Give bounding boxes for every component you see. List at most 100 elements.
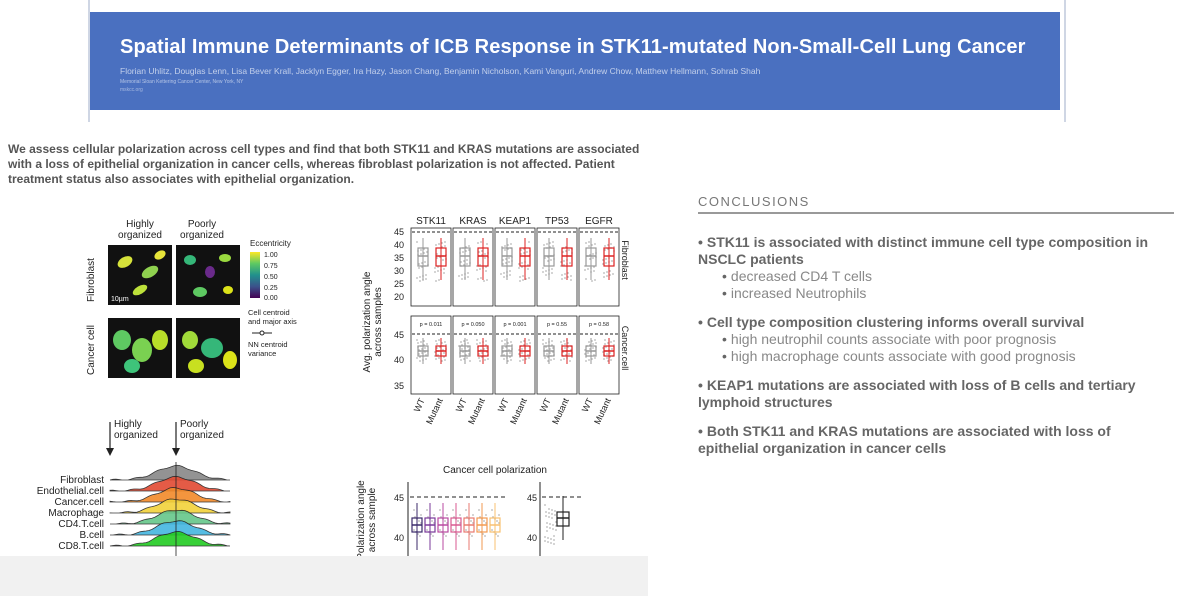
conclusion-text: Both STK11 and KRAS mutations are associ… bbox=[698, 423, 1111, 456]
data-point bbox=[592, 347, 594, 349]
data-point bbox=[413, 529, 415, 531]
data-point bbox=[594, 279, 596, 281]
data-point bbox=[484, 253, 486, 255]
data-point bbox=[546, 353, 548, 355]
data-point bbox=[526, 343, 528, 345]
box bbox=[519, 247, 531, 267]
data-point bbox=[561, 278, 563, 280]
data-point bbox=[480, 277, 482, 279]
data-point bbox=[461, 274, 463, 276]
data-point bbox=[432, 535, 434, 537]
data-point bbox=[546, 526, 548, 528]
data-point bbox=[421, 348, 423, 350]
data-point bbox=[505, 258, 507, 260]
data-point bbox=[528, 277, 530, 279]
ridge-label: Macrophage bbox=[48, 508, 104, 519]
data-point bbox=[497, 535, 499, 537]
data-point bbox=[496, 520, 498, 522]
conclusion-item: • Both STK11 and KRAS mutations are assoc… bbox=[698, 423, 1174, 457]
ridge-label: Fibroblast bbox=[60, 475, 104, 486]
data-point bbox=[569, 360, 571, 362]
data-point bbox=[439, 509, 441, 511]
data-point bbox=[570, 275, 572, 277]
data-point bbox=[480, 241, 482, 243]
data-point bbox=[425, 274, 427, 276]
data-point bbox=[485, 514, 487, 516]
data-point bbox=[463, 340, 465, 342]
data-point bbox=[604, 339, 606, 341]
data-point bbox=[563, 358, 565, 360]
data-point bbox=[546, 530, 548, 532]
bullet-icon: • bbox=[698, 377, 703, 393]
affiliation: Memorial Sloan Kettering Cancer Center, … bbox=[120, 79, 244, 85]
data-point bbox=[467, 342, 469, 344]
ridge-density bbox=[110, 509, 231, 525]
data-point bbox=[503, 358, 505, 360]
x-label: Mutant bbox=[466, 396, 487, 426]
data-point bbox=[485, 340, 487, 342]
data-point bbox=[519, 276, 521, 278]
data-point bbox=[435, 244, 437, 246]
data-point bbox=[607, 342, 609, 344]
data-point bbox=[504, 249, 506, 251]
conclusion-subtext: increased Neutrophils bbox=[730, 285, 867, 301]
data-point bbox=[588, 341, 590, 343]
data-point bbox=[483, 280, 485, 282]
data-point bbox=[467, 272, 469, 274]
ytick: 45 bbox=[394, 227, 404, 237]
data-point bbox=[528, 339, 530, 341]
data-point bbox=[564, 273, 566, 275]
x-label: Mutant bbox=[508, 396, 529, 426]
data-point bbox=[498, 514, 500, 516]
ridge-label: CD8.T.cell bbox=[58, 541, 104, 552]
data-point bbox=[469, 533, 471, 535]
scale-bar-label: 10µm bbox=[111, 296, 129, 303]
data-point bbox=[418, 520, 420, 522]
data-point bbox=[505, 262, 507, 264]
data-point bbox=[588, 359, 590, 361]
data-point bbox=[509, 270, 511, 272]
data-point bbox=[548, 512, 550, 514]
facet-frame-top bbox=[494, 227, 536, 307]
data-point bbox=[430, 533, 432, 535]
data-point bbox=[442, 259, 444, 261]
data-point bbox=[529, 342, 531, 344]
data-point bbox=[443, 272, 445, 274]
data-point bbox=[458, 535, 460, 537]
figure-a: Highly organized Poorly organized bbox=[86, 219, 297, 378]
data-point bbox=[501, 340, 503, 342]
ytick: 45 bbox=[527, 493, 537, 503]
ridge-density bbox=[109, 475, 230, 492]
data-point bbox=[585, 278, 587, 280]
data-point bbox=[425, 278, 427, 280]
legend-title: Eccentricity bbox=[250, 239, 291, 248]
data-point bbox=[471, 535, 473, 537]
data-point bbox=[611, 348, 613, 350]
data-point bbox=[508, 261, 510, 263]
ytick: 25 bbox=[394, 279, 404, 289]
data-point bbox=[507, 342, 509, 344]
ridge-density bbox=[109, 464, 230, 481]
box bbox=[459, 247, 471, 267]
data-point bbox=[553, 539, 555, 541]
data-point bbox=[420, 253, 422, 255]
conclusion-subtext: high neutrophil counts associate with po… bbox=[730, 331, 1057, 347]
facet-cancer: Cancer.cell bbox=[620, 326, 630, 371]
data-point bbox=[550, 259, 552, 261]
data-point bbox=[441, 360, 443, 362]
legend-tick: 0.25 bbox=[264, 285, 278, 292]
data-point bbox=[546, 243, 548, 245]
data-point bbox=[567, 272, 569, 274]
data-point bbox=[476, 269, 478, 271]
data-point bbox=[555, 529, 557, 531]
data-point bbox=[486, 243, 488, 245]
data-point bbox=[466, 259, 468, 261]
data-point bbox=[426, 343, 428, 345]
data-point bbox=[457, 520, 459, 522]
conclusion-subtext: decreased CD4 T cells bbox=[730, 268, 873, 284]
data-point bbox=[568, 353, 570, 355]
data-point bbox=[521, 348, 523, 350]
data-point bbox=[458, 275, 460, 277]
data-point bbox=[500, 273, 502, 275]
data-point bbox=[592, 343, 594, 345]
